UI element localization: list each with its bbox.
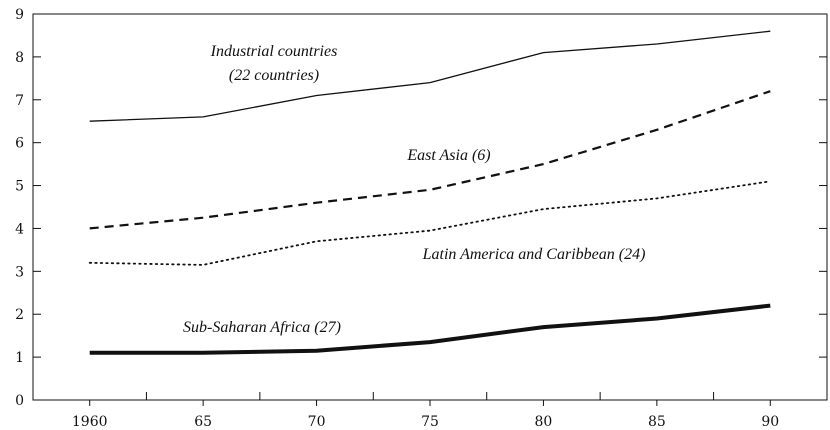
series-line-0 [89,30,771,122]
series-line-3 [89,303,771,355]
y-tick-label: 8 [15,50,24,66]
x-tick-label: 75 [421,414,439,430]
series-line-2 [88,180,772,266]
annotation-latin-america: Latin America and Caribbean (24) [422,246,646,263]
annotation-industrial-line2: (22 countries) [229,67,319,84]
x-tick-label: 1960 [72,414,108,430]
annotation-east-asia: East Asia (6) [406,147,490,164]
series-line-1 [89,90,771,230]
x-tick-label: 80 [535,414,553,430]
x-axis: 1960 65 70 75 80 85 90 [72,392,779,430]
annotation-africa: Sub-Saharan Africa (27) [183,319,341,336]
series-layer [88,30,772,355]
y-tick-label: 1 [15,350,24,366]
y-tick-label: 2 [15,307,24,323]
y-tick-label: 3 [15,264,24,280]
y-tick-label: 6 [15,136,24,152]
annotation-industrial-line1: Industrial countries [210,43,338,60]
y-axis: 0 1 2 3 4 5 6 7 8 9 [15,7,827,409]
y-tick-label: 9 [15,7,24,23]
x-tick-label: 90 [761,414,779,430]
y-tick-label: 5 [15,179,24,195]
x-tick-label: 70 [308,414,326,430]
x-tick-label: 65 [194,414,212,430]
y-tick-label: 4 [15,221,24,237]
y-tick-label: 0 [15,393,24,409]
x-tick-label: 85 [648,414,666,430]
y-tick-label: 7 [15,93,24,109]
